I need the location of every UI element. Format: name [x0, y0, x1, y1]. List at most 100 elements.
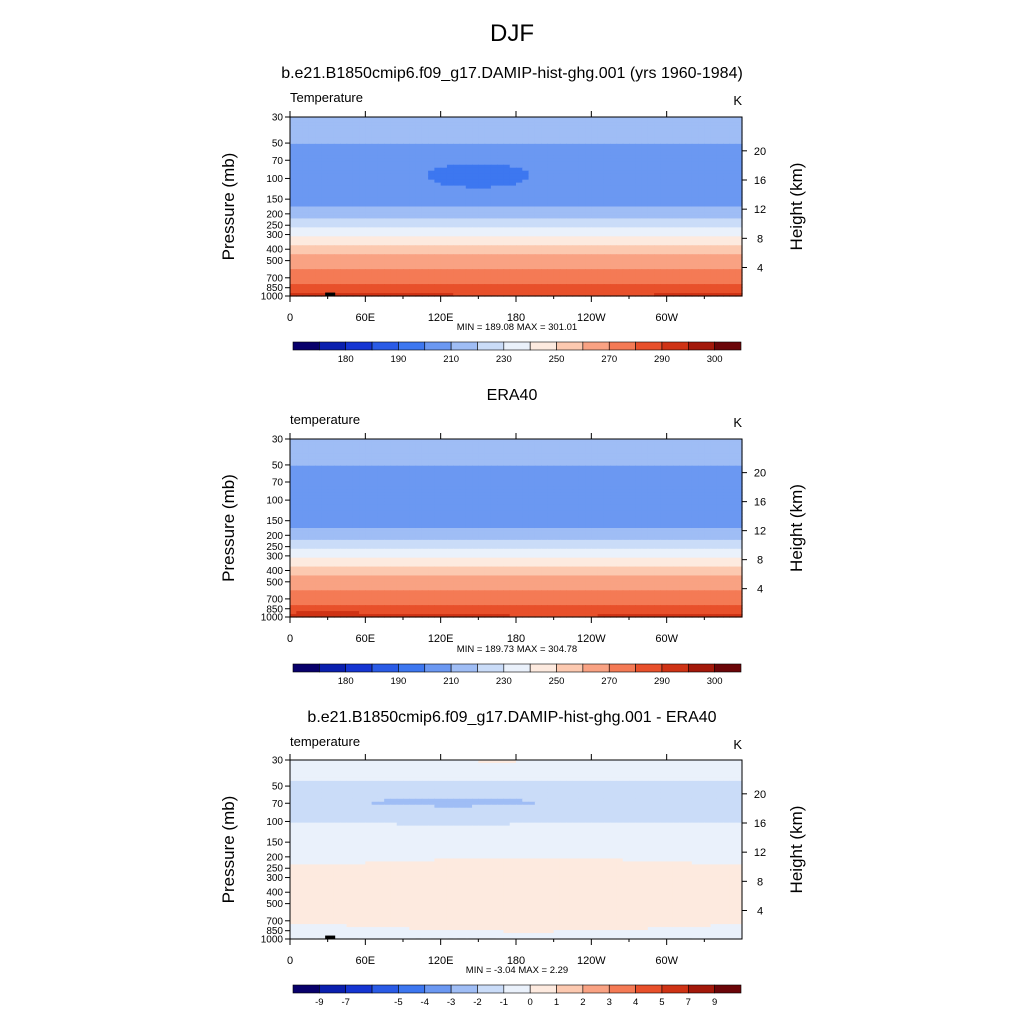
field-cell [585, 200, 592, 205]
field-cell [679, 188, 687, 193]
field-cell [559, 194, 567, 199]
field-cell [635, 209, 643, 214]
field-cell [528, 209, 536, 214]
field-cell [635, 119, 643, 124]
field-cell [666, 173, 674, 178]
field-cell [635, 149, 643, 154]
field-cell [698, 185, 705, 190]
field-cell [315, 134, 322, 139]
field-cell [503, 179, 511, 184]
field-cell [290, 188, 297, 193]
field-cell [503, 176, 511, 181]
field-cell [315, 203, 322, 208]
field-cell [541, 134, 548, 139]
field-cell [465, 137, 473, 142]
field-cell [735, 197, 743, 202]
field-cell [685, 185, 693, 190]
field-cell [716, 206, 724, 211]
field-cell [710, 173, 718, 178]
field-cell [641, 143, 649, 148]
field-cell [421, 173, 429, 178]
field-cell [603, 173, 611, 178]
field-cell [647, 209, 655, 214]
field-cell [472, 158, 479, 163]
field-cell [723, 125, 731, 130]
field-cell [597, 131, 605, 136]
field-cell [660, 140, 668, 145]
field-cell [654, 197, 661, 202]
field-cell [503, 167, 511, 172]
field-cell [541, 209, 548, 214]
field-cell [308, 215, 316, 220]
colorbar-box [345, 341, 373, 351]
field-cell [403, 173, 410, 178]
field-cell [622, 158, 630, 163]
field-cell [327, 197, 335, 202]
field-cell [340, 158, 348, 163]
field-cell [541, 179, 548, 184]
field-cell [716, 131, 724, 136]
field-cell [603, 146, 611, 151]
field-cell [735, 125, 743, 130]
field-cell [534, 161, 542, 166]
panel-unit-label: K [733, 93, 742, 108]
field-cell [315, 179, 322, 184]
field-cell [315, 173, 322, 178]
field-cell [352, 161, 360, 166]
field-cell [484, 194, 492, 199]
field-cell [446, 176, 454, 181]
field-cell [691, 117, 699, 121]
field-cell [641, 122, 649, 127]
field-cell [359, 203, 366, 208]
field-cell [541, 158, 548, 163]
field-cell [654, 134, 661, 139]
field-cell [547, 128, 555, 133]
field-cell [340, 137, 348, 142]
field-cell [578, 140, 586, 145]
field-cell [308, 197, 316, 202]
field-cell [723, 119, 731, 124]
field-cell [635, 117, 643, 121]
field-cell [578, 125, 586, 130]
field-cell [446, 158, 454, 163]
field-cell [446, 209, 454, 214]
field-cell [572, 119, 580, 124]
field-cell [516, 119, 523, 124]
field-cell [396, 203, 404, 208]
field-cell [428, 161, 435, 166]
field-cell [534, 212, 542, 217]
field-cell [528, 203, 536, 208]
field-cell [585, 152, 592, 157]
field-cell [578, 128, 586, 133]
field-cell [522, 209, 530, 214]
pressure-tick-label: 400 [266, 245, 283, 256]
field-cell [465, 122, 473, 127]
field-cell [666, 122, 674, 127]
field-cell [396, 191, 404, 196]
colorbar-box [608, 341, 636, 351]
field-cell [679, 170, 687, 175]
field-cell [315, 212, 322, 217]
field-cell [415, 209, 423, 214]
field-cell [591, 117, 599, 121]
field-cell [490, 191, 498, 196]
field-cell [616, 170, 624, 175]
field-cell [698, 179, 705, 184]
field-cell [710, 131, 718, 136]
field-cell [528, 185, 536, 190]
field-cell [710, 182, 718, 187]
field-cell [691, 146, 699, 151]
field-cell [578, 164, 586, 169]
field-cell [572, 203, 580, 208]
field-cell [403, 137, 410, 142]
field-cell [716, 161, 724, 166]
field-cell [610, 188, 618, 193]
field-cell [685, 212, 693, 217]
field-cell [516, 209, 523, 214]
field-cell [403, 149, 410, 154]
field-cell [359, 206, 366, 211]
field-cell [365, 212, 373, 217]
field-cell [396, 161, 404, 166]
field-cell [459, 122, 467, 127]
